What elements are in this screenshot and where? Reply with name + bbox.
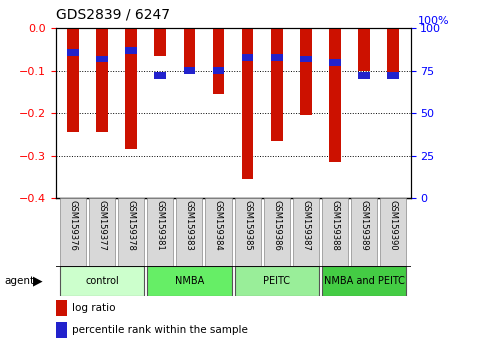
Text: GSM159387: GSM159387 [301,200,310,251]
Bar [358,73,370,79]
Bar [351,198,377,266]
Bar [60,198,86,266]
Bar [126,47,137,54]
Text: log ratio: log ratio [72,303,116,313]
Bar [242,28,254,179]
Text: agent: agent [5,276,35,286]
Text: NMBA: NMBA [175,275,204,286]
Bar [126,28,137,149]
Text: GSM159381: GSM159381 [156,200,165,251]
Bar [176,198,202,266]
Bar [60,266,144,296]
Bar [67,28,79,132]
Bar [293,198,319,266]
Bar [155,73,166,79]
Bar [242,54,254,61]
Text: GSM159388: GSM159388 [330,200,340,251]
Bar [67,49,79,56]
Bar [235,198,261,266]
Text: GSM159378: GSM159378 [127,200,136,251]
Text: GSM159377: GSM159377 [98,200,107,251]
Bar [271,28,283,141]
Text: GDS2839 / 6247: GDS2839 / 6247 [56,7,170,21]
Bar [271,54,283,61]
Bar [322,266,406,296]
Bar [147,198,173,266]
Text: GSM159376: GSM159376 [69,200,77,251]
Text: control: control [85,275,119,286]
Text: GSM159383: GSM159383 [185,200,194,251]
Text: PEITC: PEITC [263,275,290,286]
Text: percentile rank within the sample: percentile rank within the sample [72,325,248,335]
Bar [387,73,399,79]
Bar [387,28,399,73]
Bar [300,28,312,115]
Text: ▶: ▶ [33,274,43,287]
Bar [184,28,195,73]
Bar [89,198,115,266]
Bar [155,28,166,56]
Bar [184,67,195,74]
Bar [235,266,319,296]
Bar [300,56,312,62]
Text: NMBA and PEITC: NMBA and PEITC [324,275,404,286]
Bar [147,266,231,296]
Bar [205,198,231,266]
Text: 100%: 100% [418,16,450,25]
Bar [264,198,290,266]
Text: GSM159390: GSM159390 [389,200,398,251]
Bar [329,28,341,162]
Bar [213,67,224,74]
Bar [329,59,341,66]
Text: GSM159389: GSM159389 [359,200,369,251]
Text: GSM159386: GSM159386 [272,200,281,251]
Bar [56,300,68,316]
Bar [118,198,144,266]
Bar [380,198,406,266]
Bar [358,28,370,71]
Bar [322,198,348,266]
Text: GSM159385: GSM159385 [243,200,252,251]
Bar [56,321,68,338]
Bar [213,28,224,94]
Bar [96,56,108,62]
Bar [96,28,108,132]
Text: GSM159384: GSM159384 [214,200,223,251]
